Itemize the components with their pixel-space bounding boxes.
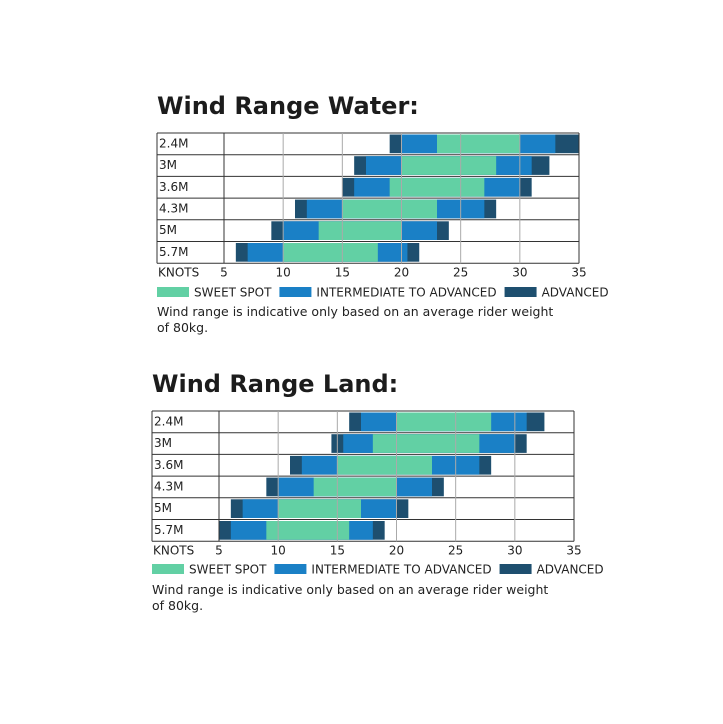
row-label: 3M bbox=[154, 436, 172, 450]
range-bar bbox=[372, 434, 480, 453]
x-axis-label: KNOTS bbox=[158, 266, 199, 280]
legend-label: SWEET SPOT bbox=[189, 563, 267, 577]
range-bar bbox=[401, 156, 497, 175]
row-label: 3.6M bbox=[159, 180, 188, 194]
row-label: 3.6M bbox=[154, 458, 183, 472]
x-tick-label: 30 bbox=[512, 266, 527, 280]
legend-swatch bbox=[504, 287, 537, 297]
note: Wind range is indicative only based on a… bbox=[157, 304, 554, 335]
legend-label: INTERMEDIATE TO ADVANCED bbox=[316, 286, 496, 300]
x-tick-label: 10 bbox=[276, 266, 291, 280]
legend-label: ADVANCED bbox=[542, 286, 609, 300]
row-label: 5M bbox=[154, 501, 172, 515]
row-label: 2.4M bbox=[159, 136, 188, 150]
x-tick-label: 25 bbox=[448, 544, 463, 558]
legend-swatch bbox=[157, 287, 189, 297]
x-tick-label: 35 bbox=[566, 544, 581, 558]
x-tick-label: 15 bbox=[330, 544, 345, 558]
legend-label: INTERMEDIATE TO ADVANCED bbox=[311, 563, 491, 577]
x-tick-label: 35 bbox=[571, 266, 586, 280]
x-tick-label: 25 bbox=[453, 266, 468, 280]
range-bar bbox=[266, 521, 350, 540]
legend-swatch bbox=[274, 564, 307, 574]
range-bar bbox=[313, 477, 397, 497]
range-bar bbox=[396, 412, 492, 432]
row-label: 2.4M bbox=[154, 414, 183, 428]
x-axis-label: KNOTS bbox=[153, 544, 194, 558]
chart-title: Wind Range Water: bbox=[157, 92, 419, 120]
legend-label: ADVANCED bbox=[537, 563, 604, 577]
x-tick-label: 20 bbox=[394, 266, 409, 280]
range-bar bbox=[318, 221, 402, 240]
legend-swatch bbox=[499, 564, 532, 574]
x-tick-label: 30 bbox=[507, 544, 522, 558]
row-label: 4.3M bbox=[159, 201, 188, 215]
row-label: 5.7M bbox=[154, 523, 183, 537]
legend-swatch bbox=[279, 287, 312, 297]
row-label: 3M bbox=[159, 158, 177, 172]
x-tick-label: 10 bbox=[271, 544, 286, 558]
note: Wind range is indicative only based on a… bbox=[152, 582, 549, 613]
x-tick-label: 5 bbox=[215, 544, 223, 558]
range-bar bbox=[278, 499, 361, 518]
range-bar bbox=[337, 455, 432, 475]
legend-swatch bbox=[152, 564, 184, 574]
row-label: 4.3M bbox=[154, 479, 183, 493]
range-bar bbox=[389, 177, 485, 197]
row-label: 5M bbox=[159, 223, 177, 237]
x-tick-label: 15 bbox=[335, 266, 350, 280]
chart-title: Wind Range Land: bbox=[152, 370, 398, 398]
legend-label: SWEET SPOT bbox=[194, 286, 272, 300]
range-bar bbox=[437, 134, 520, 154]
row-label: 5.7M bbox=[159, 245, 188, 259]
range-bar bbox=[283, 243, 378, 262]
range-bar bbox=[342, 199, 437, 219]
x-tick-label: 5 bbox=[220, 266, 228, 280]
x-tick-label: 20 bbox=[389, 544, 404, 558]
